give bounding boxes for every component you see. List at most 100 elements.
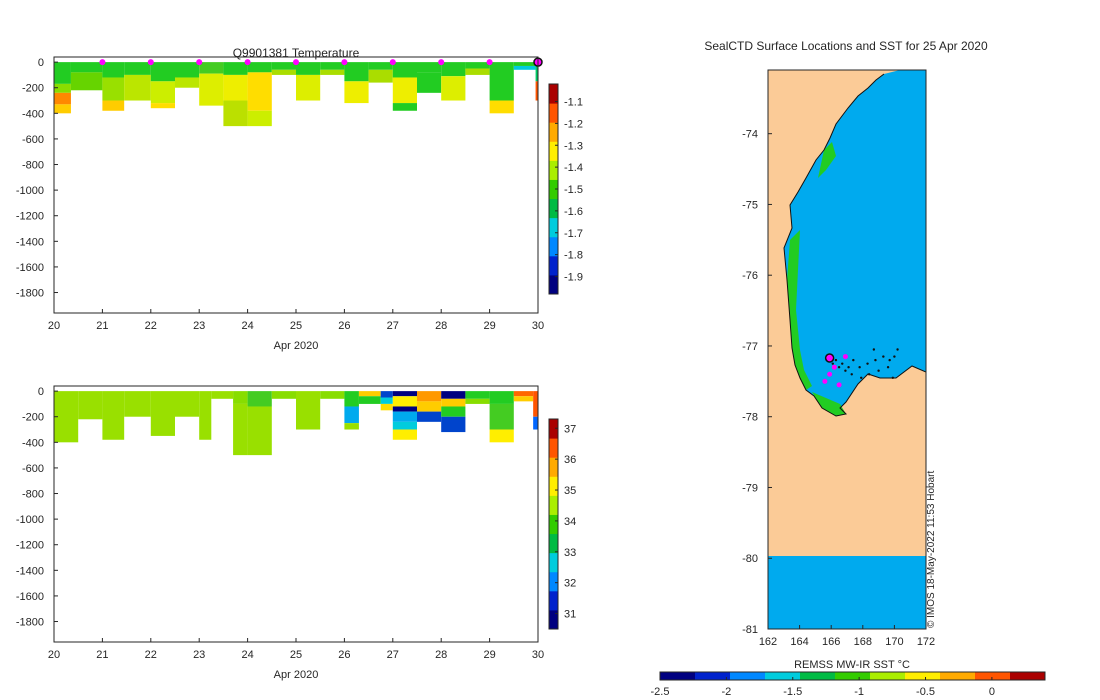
temp-cell-17-1 (465, 68, 490, 75)
temp-ytick-label-5: -1000 (16, 185, 44, 197)
temp-ytick-label-3: -600 (22, 134, 44, 146)
track-point-8 (882, 355, 885, 358)
surface-marker-4 (836, 382, 842, 388)
sal-cell-1-0 (78, 391, 103, 420)
temp-cell-8-1 (247, 72, 272, 111)
map-xtick-label-3: 168 (854, 636, 872, 648)
sal-cell-14-1 (358, 396, 381, 404)
temperature-colorbar: -1.1 -1.2 -1.3 -1.4 -1.5 -1.6 -1.7 -1.8 -1.9 (548, 83, 583, 295)
track-point-10 (893, 355, 896, 358)
sal-cbar-swatch-8 (549, 457, 558, 477)
sal-cell-15-0 (380, 391, 393, 398)
coastline (783, 73, 926, 417)
sst-cbar-swatch-6 (870, 672, 906, 680)
track-point-2 (841, 362, 844, 365)
temp-cell-14-2 (392, 103, 417, 111)
profile-marker-7 (438, 59, 445, 66)
sal-cell-20-0 (489, 391, 514, 404)
temperature-panel: Q9901381 Temperature 20 21 22 23 24 25 26 27 28 2… (16, 46, 583, 352)
temp-cbar-swatch-8 (549, 122, 558, 142)
temp-cell-6-0 (199, 62, 224, 74)
sst-cbar-frame (659, 671, 1046, 681)
temp-cell-10-1 (296, 74, 321, 101)
sal-xtick-label-10: 30 (532, 649, 544, 661)
sal-cell-0-0 (54, 391, 79, 443)
sal-ytick-label-1: -200 (22, 412, 44, 424)
temp-cell-12-0 (344, 62, 369, 82)
sal-xtick-label-1: 21 (96, 649, 108, 661)
sst-cbar-label-5: 0 (989, 686, 995, 698)
sal-xtick-label-3: 23 (193, 649, 205, 661)
map-y-ticks: -74 -75 -76 -77 -78 -79 -80 -81 (742, 129, 772, 636)
sal-cell-16-0 (392, 391, 417, 397)
track-point-21 (872, 348, 876, 351)
temp-cbar-label-8: -1.9 (564, 272, 583, 284)
temperature-x-ticks: 20 21 22 23 24 25 26 27 28 29 30 (48, 309, 544, 332)
track-point-16 (844, 369, 847, 372)
sst-cbar-swatch-3 (765, 672, 801, 680)
sst-cbar-swatch-5 (835, 672, 871, 680)
track-point-12 (877, 369, 880, 372)
temp-cbar-swatch-2 (549, 236, 558, 257)
map-ytick-label-5: -79 (742, 482, 758, 494)
temp-cbar-label-1: -1.2 (564, 118, 583, 130)
sal-cell-12-0 (320, 391, 345, 399)
temp-cell-9-0 (271, 62, 296, 70)
temp-cbar-label-3: -1.4 (564, 162, 583, 174)
track-point-20 (891, 376, 895, 380)
profile-marker-6 (389, 59, 396, 66)
sal-cell-16-1 (392, 396, 417, 407)
sal-cell-19-0 (465, 391, 490, 399)
salinity-x-ticks: 20 21 22 23 24 25 26 27 28 29 30 (48, 638, 544, 661)
temp-cell-14-1 (392, 77, 417, 104)
temp-cell-0-1 (54, 83, 71, 93)
track-point-7 (874, 358, 877, 362)
temp-cell-15-0 (417, 62, 442, 73)
sst-cbar-label-3: -1 (854, 686, 864, 698)
temp-cell-0-3 (54, 104, 71, 114)
imos-credit: © IMOS 18-May-2022 11:53 Hobart (926, 471, 937, 628)
sal-cbar-label-0: 37 (564, 423, 576, 435)
sal-cell-22-1 (533, 416, 538, 430)
salinity-colorbar: 37 36 35 34 33 32 31 (548, 418, 576, 630)
profile-marker-2 (196, 59, 203, 66)
sal-cell-16-4 (392, 421, 417, 430)
temp-ytick-label-1: -200 (22, 83, 44, 95)
sst-cbar-label-4: -0.5 (916, 686, 935, 698)
southern-ocean-strip (768, 556, 926, 629)
temp-cell-18-1 (489, 100, 514, 114)
temp-cell-8-0 (247, 62, 272, 73)
temp-cell-3-0 (124, 62, 151, 75)
temp-cell-13-1 (368, 69, 393, 83)
temp-cell-8-2 (247, 110, 272, 127)
sst-cbar-swatch-7 (905, 672, 941, 680)
salinity-cells (54, 391, 538, 456)
sal-xtick-label-2: 22 (145, 649, 157, 661)
sal-cell-15-2 (380, 403, 393, 411)
sal-cbar-swatch-1 (549, 590, 558, 611)
sal-cell-9-1 (247, 406, 272, 456)
sal-cell-13-1 (344, 406, 359, 424)
track-point-1 (834, 358, 838, 362)
temp-cbar-swatch-6 (549, 160, 558, 180)
sal-xtick-label-5: 25 (290, 649, 302, 661)
temp-cell-12-1 (344, 81, 369, 104)
track-point-14 (860, 376, 863, 380)
sal-cell-22-0 (533, 391, 538, 417)
map-ytick-label-7: -81 (742, 624, 758, 636)
temp-cell-16-1 (441, 76, 466, 101)
sal-cell-21-0 (513, 391, 534, 397)
temp-xtick-label-1: 21 (96, 320, 108, 332)
sal-cell-9-0 (247, 391, 272, 407)
sal-cell-18-0 (441, 391, 466, 399)
sal-cell-18-1 (441, 398, 466, 407)
surface-marker-0 (827, 371, 833, 377)
sal-cell-13-0 (344, 391, 359, 407)
sal-cbar-frame (548, 418, 559, 630)
profile-marker-8 (486, 59, 493, 66)
temperature-title: Q9901381 Temperature (233, 46, 360, 60)
map-ytick-label-1: -75 (742, 199, 758, 211)
map-ytick-label-2: -76 (742, 270, 758, 282)
temp-cbar-swatch-9 (549, 103, 558, 123)
sst-colorbar-label: REMSS MW-IR SST °C (794, 659, 910, 671)
